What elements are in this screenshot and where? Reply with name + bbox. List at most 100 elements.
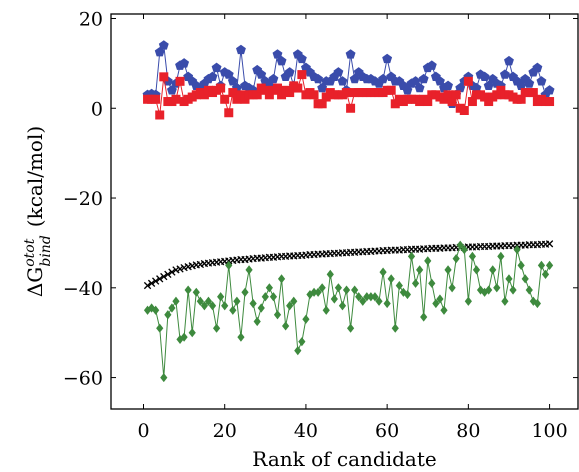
data-point <box>211 62 222 73</box>
y-tick-label: 0 <box>91 98 103 120</box>
x-axis-label: Rank of candidate <box>252 447 436 471</box>
plot-area <box>142 40 555 383</box>
axis-ticks: 0 20 40 60 80 100 20 0 −20 −40 −60 <box>63 8 578 442</box>
y-axis-label-subscript: bind <box>38 235 54 266</box>
data-point <box>468 251 477 261</box>
data-point <box>459 106 469 116</box>
data-point <box>265 283 273 293</box>
data-point <box>489 265 497 275</box>
data-point <box>472 265 481 275</box>
data-point <box>188 328 196 338</box>
data-point <box>151 94 161 104</box>
y-tick-label: 20 <box>79 8 103 30</box>
data-point <box>517 260 525 270</box>
data-point <box>367 292 375 302</box>
data-point <box>317 99 327 109</box>
data-point <box>261 292 269 302</box>
y-tick-label: −20 <box>63 188 103 210</box>
data-point <box>245 265 253 275</box>
data-point <box>196 296 204 306</box>
data-point <box>314 287 322 297</box>
data-point <box>411 278 420 288</box>
data-point <box>447 97 457 107</box>
data-point <box>423 97 433 107</box>
data-point <box>410 76 421 86</box>
data-point <box>184 285 192 295</box>
data-point <box>155 110 165 120</box>
data-point <box>293 83 303 93</box>
data-point <box>443 80 453 91</box>
data-point <box>224 108 234 118</box>
data-point <box>212 323 221 333</box>
data-point <box>296 53 307 64</box>
data-point <box>391 323 399 333</box>
y-axis-label-units: (kcal/mol) <box>23 126 47 227</box>
data-point <box>176 334 184 345</box>
data-point <box>378 73 389 84</box>
data-point <box>221 301 229 311</box>
x-tick-label: 100 <box>531 420 567 442</box>
data-point <box>451 90 461 100</box>
data-point <box>544 85 555 95</box>
data-point <box>249 298 257 309</box>
data-point <box>333 67 344 77</box>
data-point <box>298 337 306 347</box>
x-tick-label: 80 <box>456 420 480 442</box>
data-point <box>467 97 477 107</box>
data-point <box>513 245 521 255</box>
data-point <box>208 301 217 311</box>
data-point <box>286 301 294 311</box>
data-point <box>159 72 169 82</box>
data-point <box>257 303 265 313</box>
data-point <box>524 78 535 88</box>
data-point <box>434 76 445 86</box>
data-point <box>160 272 168 281</box>
data-point <box>525 285 533 295</box>
data-point <box>501 296 509 306</box>
data-point <box>545 260 554 270</box>
data-point <box>351 285 359 295</box>
data-point <box>414 82 425 93</box>
data-point <box>536 76 547 86</box>
y-tick-label: −40 <box>63 278 103 300</box>
data-point <box>505 274 513 284</box>
data-point <box>285 88 295 98</box>
data-point <box>216 83 226 93</box>
axes-frame <box>110 13 579 410</box>
data-point <box>379 267 387 277</box>
data-point <box>192 287 200 297</box>
x-tick-label: 0 <box>137 420 149 442</box>
data-point <box>237 332 245 342</box>
data-point <box>460 245 468 255</box>
data-point <box>309 90 319 100</box>
data-point <box>485 285 493 295</box>
data-point <box>284 67 295 77</box>
data-point <box>156 275 164 283</box>
data-point <box>225 260 233 270</box>
data-point <box>382 53 393 64</box>
data-point <box>471 82 482 93</box>
data-point <box>180 332 188 342</box>
data-point <box>168 303 176 313</box>
data-point <box>464 296 472 306</box>
data-point <box>537 260 546 270</box>
series-diamond <box>143 240 554 383</box>
x-tick-label: 20 <box>213 420 237 442</box>
data-point <box>164 310 172 320</box>
data-point <box>532 62 543 73</box>
data-point <box>277 274 286 284</box>
data-point <box>236 44 246 55</box>
y-tick-label: −60 <box>63 368 103 390</box>
data-point <box>395 280 403 291</box>
data-point <box>176 265 184 273</box>
data-point <box>346 323 355 333</box>
data-point <box>416 265 424 275</box>
data-point <box>436 294 444 304</box>
data-point <box>171 94 181 104</box>
data-point <box>217 292 225 302</box>
y-axis-label: ΔGototbind (kcal/mol) <box>22 126 54 297</box>
data-point <box>463 76 473 86</box>
data-point <box>229 305 237 315</box>
data-point <box>297 70 307 80</box>
